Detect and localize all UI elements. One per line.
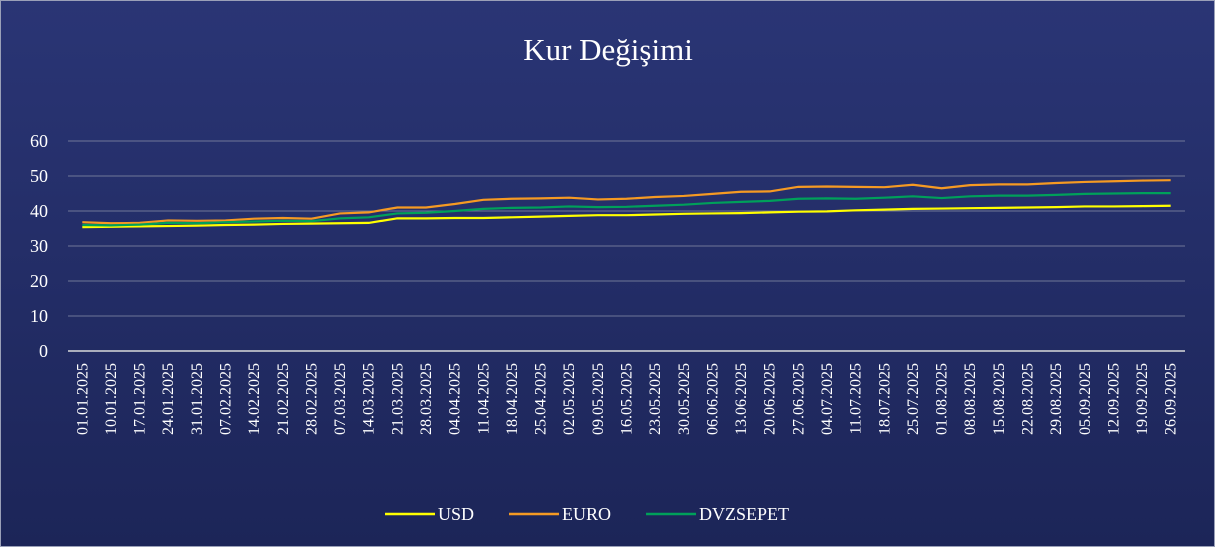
- y-tick-label: 20: [30, 271, 48, 291]
- x-tick-label: 10.01.2025: [103, 363, 120, 435]
- legend-label: USD: [438, 504, 474, 524]
- x-tick-label: 13.06.2025: [733, 363, 750, 435]
- x-tick-label: 07.03.2025: [332, 363, 349, 435]
- x-tick-label: 06.06.2025: [704, 363, 721, 435]
- chart-title: Kur Değişimi: [523, 32, 693, 67]
- x-tick-label: 24.01.2025: [160, 363, 177, 435]
- x-tick-label: 28.02.2025: [303, 363, 320, 435]
- x-tick-label: 05.09.2025: [1077, 363, 1094, 435]
- x-tick-label: 14.03.2025: [361, 363, 378, 435]
- x-tick-label: 14.02.2025: [246, 363, 263, 435]
- x-tick-label: 11.07.2025: [848, 363, 865, 434]
- x-tick-label: 25.04.2025: [533, 363, 550, 435]
- x-tick-label: 09.05.2025: [590, 363, 607, 435]
- x-tick-label: 23.05.2025: [647, 363, 664, 435]
- legend-label: EURO: [562, 504, 611, 524]
- data-line: [82, 204, 1171, 229]
- x-tick-label: 18.04.2025: [504, 363, 521, 435]
- x-tick-label: 31.01.2025: [189, 363, 206, 435]
- y-tick-label: 10: [30, 306, 48, 326]
- x-tick-label: 11.04.2025: [475, 363, 492, 434]
- x-tick-label: 28.03.2025: [418, 363, 435, 435]
- x-tick-label: 25.07.2025: [905, 363, 922, 435]
- x-tick-label: 08.08.2025: [962, 363, 979, 435]
- y-tick-label: 60: [30, 131, 48, 151]
- x-tick-label: 02.05.2025: [561, 363, 578, 435]
- x-tick-label: 30.05.2025: [676, 363, 693, 435]
- x-tick-label: 07.02.2025: [218, 363, 235, 435]
- data-line: [82, 192, 1171, 227]
- x-tick-label: 21.03.2025: [389, 363, 406, 435]
- x-tick-label: 20.06.2025: [762, 363, 779, 435]
- x-tick-label: 19.09.2025: [1134, 363, 1151, 435]
- x-tick-label: 01.08.2025: [934, 363, 951, 435]
- x-tick-label: 04.07.2025: [819, 363, 836, 435]
- data-line: [82, 179, 1171, 225]
- x-tick-label: 17.01.2025: [132, 363, 149, 435]
- y-tick-label: 40: [30, 201, 48, 221]
- x-tick-label: 18.07.2025: [876, 363, 893, 435]
- x-tick-label: 26.09.2025: [1163, 363, 1180, 435]
- x-tick-label: 16.05.2025: [619, 363, 636, 435]
- x-tick-label: 29.08.2025: [1048, 363, 1065, 435]
- x-tick-label: 21.02.2025: [275, 363, 292, 435]
- x-tick-label: 27.06.2025: [790, 363, 807, 435]
- legend-label: DVZSEPET: [699, 504, 789, 524]
- x-tick-label: 01.01.2025: [74, 363, 91, 435]
- x-tick-label: 15.08.2025: [991, 363, 1008, 435]
- x-tick-label: 22.08.2025: [1019, 363, 1036, 435]
- y-tick-label: 50: [30, 166, 48, 186]
- y-tick-label: 30: [30, 236, 48, 256]
- x-tick-label: 12.09.2025: [1105, 363, 1122, 435]
- x-tick-label: 04.04.2025: [447, 363, 464, 435]
- y-tick-label: 0: [39, 341, 48, 361]
